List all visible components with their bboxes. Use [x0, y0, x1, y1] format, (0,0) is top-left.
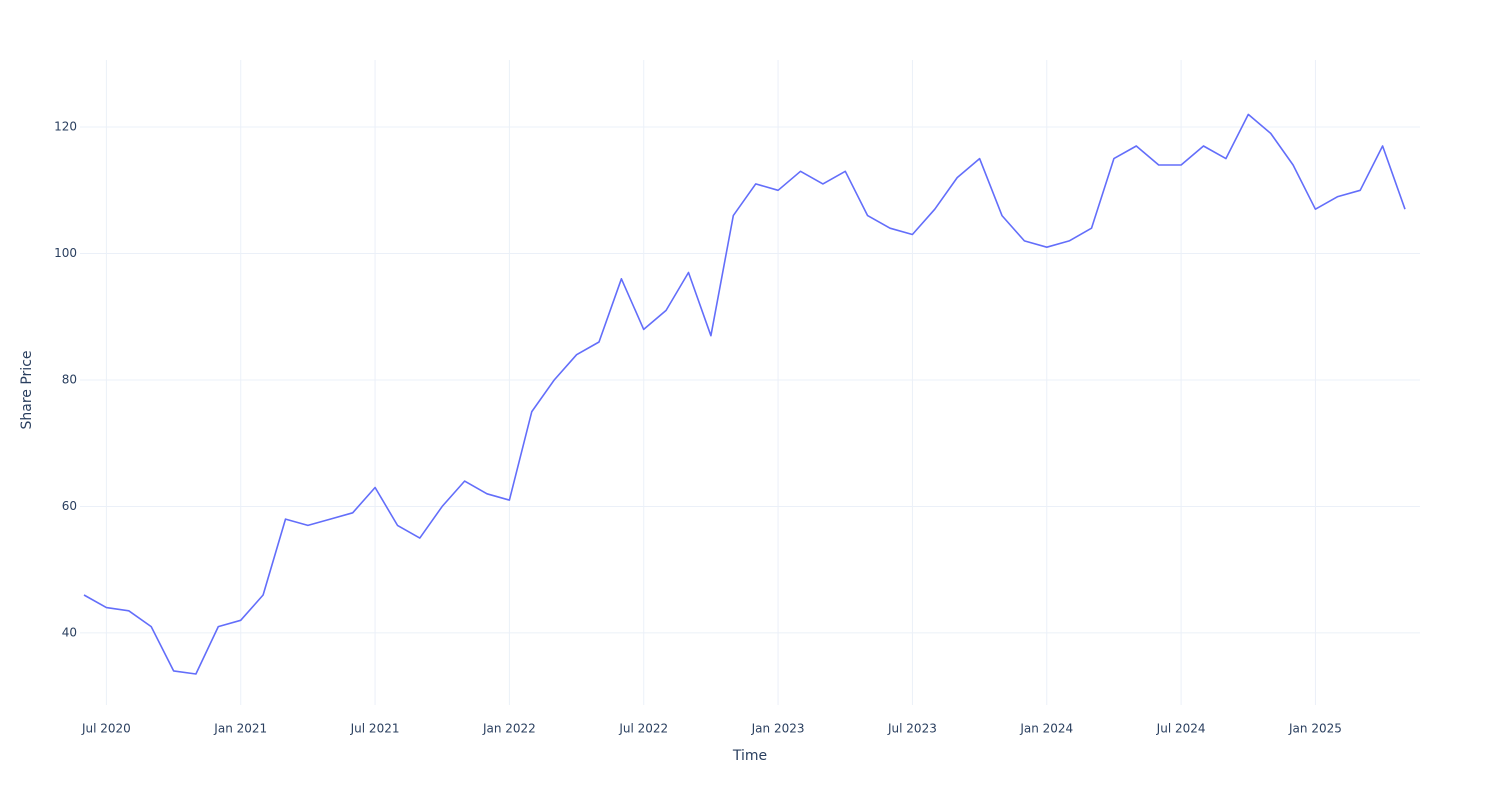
x-axis-title: Time [732, 748, 767, 764]
x-tick-label: Jul 2023 [887, 722, 937, 736]
x-tick-label: Jul 2021 [350, 722, 400, 736]
y-tick-label: 100 [54, 246, 77, 260]
line-series [83, 113, 1406, 675]
x-tick-label: Jan 2022 [482, 722, 536, 736]
grid [80, 60, 1420, 705]
x-tick-label: Jan 2024 [1019, 722, 1073, 736]
x-tick-label: Jan 2025 [1288, 722, 1342, 736]
y-tick-label: 120 [54, 120, 77, 134]
y-tick-label: 80 [62, 372, 77, 386]
x-tick-label: Jul 2024 [1156, 722, 1206, 736]
x-tick-label: Jan 2021 [213, 722, 267, 736]
y-tick-label: 40 [62, 625, 77, 639]
y-tick-label: 60 [62, 499, 77, 513]
x-tick-label: Jul 2020 [81, 722, 131, 736]
y-axis-title: Share Price [19, 350, 35, 429]
x-tick-label: Jul 2022 [618, 722, 668, 736]
x-tick-label: Jan 2023 [751, 722, 805, 736]
